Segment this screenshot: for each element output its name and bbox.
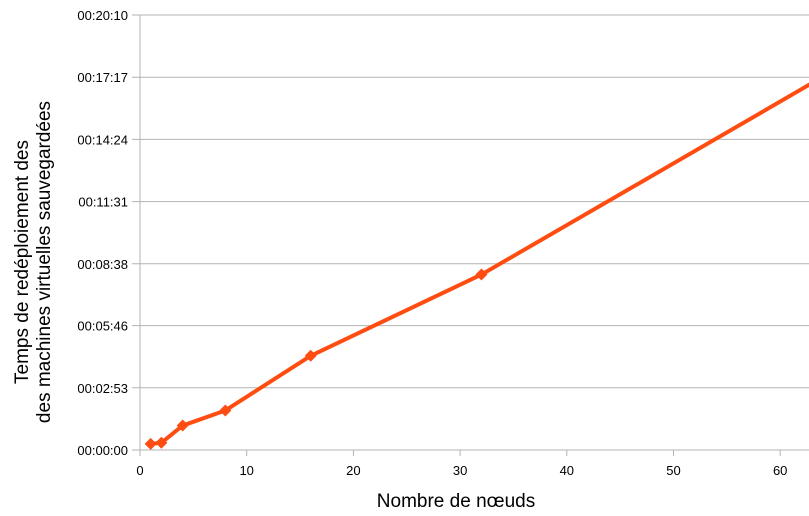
x-tick-label: 40 xyxy=(560,463,574,478)
y-tick-label: 00:20:10 xyxy=(77,8,128,23)
x-tick-label: 20 xyxy=(346,463,360,478)
x-tick-labels: 0 10 20 30 40 50 60 xyxy=(136,463,787,478)
gridlines xyxy=(132,14,809,451)
x-tick-label: 30 xyxy=(453,463,467,478)
data-point-marker xyxy=(176,419,189,432)
y-tick-label: 00:17:17 xyxy=(77,70,128,85)
series-layer xyxy=(144,82,809,450)
series-line xyxy=(150,82,809,446)
data-point-marker xyxy=(219,404,232,417)
y-tick-label: 00:14:24 xyxy=(77,132,128,147)
y-tick-label: 00:02:53 xyxy=(77,381,128,396)
data-point-marker xyxy=(475,268,488,281)
y-tick-label: 00:05:46 xyxy=(77,319,128,334)
x-tick-label: 10 xyxy=(239,463,253,478)
x-tick-label: 60 xyxy=(773,463,787,478)
x-tick-label: 50 xyxy=(666,463,680,478)
y-tick-labels: 00:00:00 00:02:53 00:05:46 00:08:38 00:11:31… xyxy=(77,8,128,458)
data-point-marker xyxy=(155,436,168,449)
y-tick-label: 00:11:31 xyxy=(78,195,128,210)
data-point-marker xyxy=(304,349,317,362)
data-point-marker xyxy=(144,437,157,450)
axes xyxy=(139,15,809,456)
y-axis-label-line2: des machines virtuelles sauvegardées xyxy=(34,101,55,423)
x-tick-label: 0 xyxy=(136,463,143,478)
y-axis-label-line1: Temps de redéploiement des xyxy=(12,140,33,384)
y-tick-label: 00:08:38 xyxy=(77,257,128,272)
x-axis-label: Nombre de nœuds xyxy=(377,491,535,512)
y-tick-label: 00:00:00 xyxy=(77,443,128,458)
